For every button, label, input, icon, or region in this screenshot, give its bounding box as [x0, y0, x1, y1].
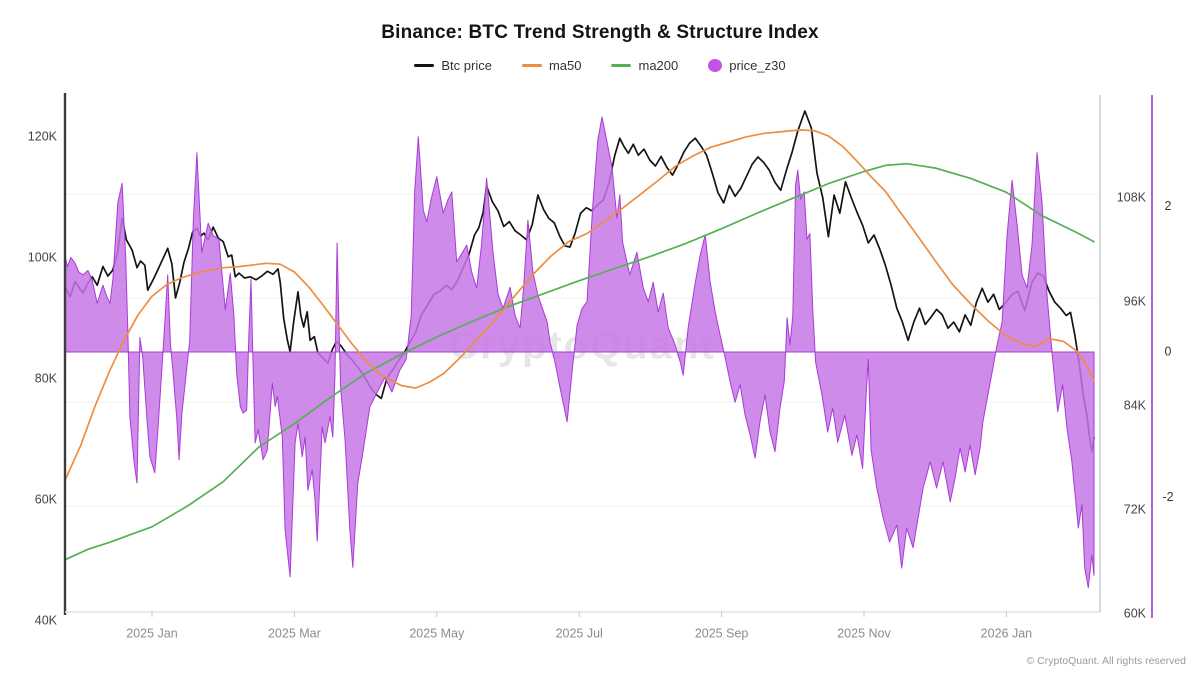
x-axis-tick-label: 2026 Jan	[981, 626, 1032, 640]
x-axis-tick-label: 2025 Jul	[556, 626, 603, 640]
y-axis-left-tick-label: 80K	[35, 371, 58, 385]
x-axis-tick-label: 2025 Jan	[126, 626, 177, 640]
ma50-swatch-icon	[521, 64, 542, 67]
legend-label-btc-price: Btc price	[441, 58, 492, 73]
y-axis-right-tick-label: 84K	[1124, 398, 1147, 412]
y-axis-right-tick-label: 60K	[1124, 606, 1147, 620]
y-axis-right-tick-label: 96K	[1124, 294, 1147, 308]
x-axis-tick-label: 2025 Sep	[695, 626, 749, 640]
y-axis-z-tick-label: 0	[1165, 344, 1172, 358]
y-axis-left-tick-label: 100K	[28, 250, 58, 264]
btc-price-line	[64, 110, 1095, 453]
y-axis-right-tick-label: 108K	[1117, 190, 1147, 204]
y-axis-z-tick-label: -2	[1162, 490, 1173, 504]
y-axis-z-tick-label: 2	[1165, 199, 1172, 213]
legend-label-ma200: ma200	[638, 58, 679, 73]
y-axis-left-tick-label: 120K	[28, 129, 58, 143]
legend-item-btc-price[interactable]: Btc price	[414, 58, 492, 73]
y-axis-left-tick-label: 40K	[35, 613, 58, 627]
x-axis-tick-label: 2025 May	[409, 626, 465, 640]
chart-title: Binance: BTC Trend Strength & Structure …	[381, 22, 819, 43]
price-z30-swatch-icon	[708, 59, 723, 72]
legend-item-ma50[interactable]: ma50	[521, 58, 582, 73]
btc-price-swatch-icon	[414, 64, 435, 67]
legend: Btc price ma50 ma200 price_z30	[0, 58, 1200, 73]
x-axis-tick-label: 2025 Nov	[837, 626, 891, 640]
legend-item-ma200[interactable]: ma200	[611, 58, 678, 73]
ma200-swatch-icon	[611, 64, 632, 67]
legend-item-price-z30[interactable]: price_z30	[708, 58, 786, 73]
legend-label-price-z30: price_z30	[729, 58, 786, 73]
x-axis-tick-label: 2025 Mar	[268, 626, 321, 640]
y-axis-right-tick-label: 72K	[1124, 502, 1147, 516]
y-axis-left-tick-label: 60K	[35, 492, 58, 506]
ma50-line	[64, 129, 1095, 481]
copyright-text: © CryptoQuant. All rights reserved	[1026, 655, 1186, 667]
ma200-line	[64, 162, 1095, 561]
legend-label-ma50: ma50	[548, 58, 582, 73]
price-z30-area	[64, 116, 1095, 589]
